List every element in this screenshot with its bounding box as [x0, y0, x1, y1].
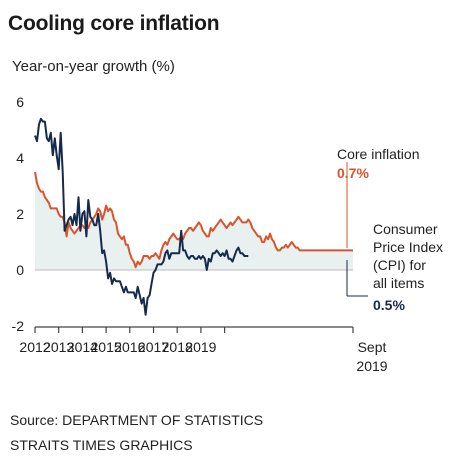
y-tick-label: 2 — [16, 206, 24, 222]
y-tick-label: 4 — [16, 150, 24, 166]
y-tick-label: -2 — [12, 318, 25, 334]
x-tick-label: 2018 — [162, 339, 193, 355]
cpi-line — [34, 117, 249, 316]
source-note: Source: DEPARTMENT OF STATISTICS — [10, 412, 264, 428]
cpi-label-line: (CPI) for — [373, 257, 426, 273]
cpi-label-line: Consumer — [373, 221, 438, 237]
x-tick-label: 2016 — [114, 339, 145, 355]
credit-note: STRAITS TIMES GRAPHICS — [10, 437, 193, 453]
y-tick-label: 0 — [16, 262, 24, 278]
y-axis-label: Year-on-year growth (%) — [12, 58, 175, 75]
y-tick-label: 6 — [16, 94, 24, 110]
cpi-label-line: Price Index — [373, 239, 443, 255]
core-inflation-area — [35, 172, 353, 270]
x-tick-label: 2014 — [67, 339, 98, 355]
cpi-value: 0.5% — [373, 297, 405, 313]
x-tick-label: 2012 — [19, 339, 50, 355]
end-date-label: Sept — [358, 339, 387, 355]
x-tick-label: 2015 — [91, 339, 122, 355]
chart-title: Cooling core inflation — [8, 12, 220, 35]
cpi-label-line: all items — [373, 275, 424, 291]
core-value: 0.7% — [337, 165, 369, 181]
x-tick-label: 2013 — [43, 339, 74, 355]
core-label: Core inflation — [337, 146, 420, 162]
x-tick-label: 2019 — [185, 339, 216, 355]
x-tick-label: 2017 — [138, 339, 169, 355]
core-inflation-line — [34, 171, 353, 269]
end-date-label: 2019 — [356, 358, 387, 374]
